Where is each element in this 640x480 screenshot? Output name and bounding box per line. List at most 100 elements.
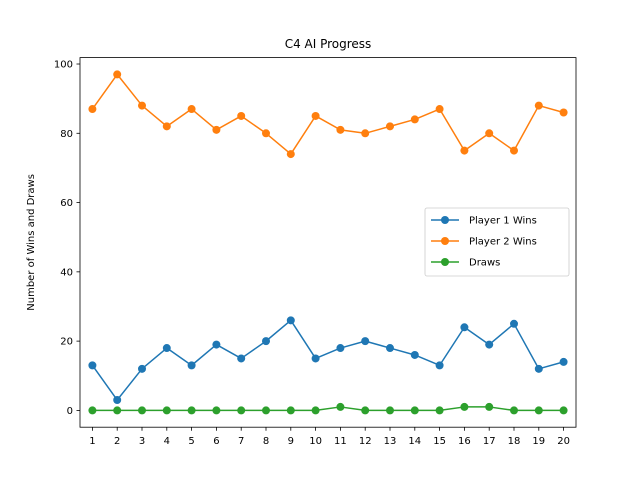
data-point-player-2-wins (410, 115, 419, 124)
data-point-draws (88, 406, 97, 415)
data-point-player-2-wins (510, 146, 518, 155)
data-point-player-2-wins (88, 105, 97, 114)
x-tick-label: 4 (164, 436, 170, 447)
data-point-player-1-wins (113, 396, 122, 405)
data-point-player-1-wins (212, 340, 221, 349)
x-tick-label: 2 (114, 436, 120, 447)
data-point-player-1-wins (237, 354, 246, 363)
data-point-player-1-wins (311, 354, 320, 363)
y-axis-label: Number of Wins and Draws (26, 174, 37, 311)
data-point-player-1-wins (435, 361, 444, 370)
data-point-player-1-wins (361, 337, 370, 346)
data-point-player-1-wins (88, 361, 97, 370)
data-point-player-1-wins (410, 350, 419, 359)
data-point-player-2-wins (212, 125, 221, 134)
y-tick-label: 20 (60, 337, 73, 348)
data-point-draws (286, 406, 295, 415)
axis-ticks: 1 2 3 4 5 6 7 8 9 10 11 12 13 14 15 16 17 18 19 20020406080… (54, 60, 570, 448)
data-point-draws (187, 406, 196, 415)
data-point-draws (386, 406, 394, 415)
x-tick-label: 12 (359, 436, 372, 447)
data-point-draws (262, 406, 270, 415)
data-point-player-2-wins (435, 105, 444, 114)
data-point-draws (559, 406, 568, 415)
data-point-player-2-wins (361, 129, 370, 138)
data-point-draws (138, 406, 146, 415)
x-tick-label: 11 (334, 436, 347, 447)
x-tick-label: 10 (309, 436, 322, 447)
data-point-player-2-wins (138, 101, 146, 110)
data-point-player-1-wins (559, 357, 568, 366)
data-point-player-1-wins (386, 344, 394, 353)
x-tick-label: 15 (433, 436, 446, 447)
x-tick-label: 18 (508, 436, 521, 447)
x-tick-label: 19 (532, 436, 545, 447)
data-point-player-1-wins (510, 319, 518, 328)
data-point-player-2-wins (187, 105, 196, 114)
x-tick-label: 1 (89, 436, 95, 447)
legend-label-player-1-wins: Player 1 Wins (469, 216, 537, 227)
data-point-player-1-wins (187, 361, 196, 370)
data-point-player-1-wins (534, 364, 543, 373)
data-point-draws (410, 406, 419, 415)
y-tick-label: 80 (60, 129, 73, 140)
x-tick-label: 7 (238, 436, 244, 447)
data-point-player-2-wins (485, 129, 494, 138)
data-point-draws (534, 406, 543, 415)
plot-layer (88, 70, 568, 415)
series-line-player-1-wins (91, 319, 564, 401)
data-point-player-2-wins (237, 111, 246, 120)
data-point-player-2-wins (386, 122, 394, 131)
data-point-draws (237, 406, 246, 415)
data-point-draws (336, 402, 345, 411)
x-tick-label: 20 (557, 436, 570, 447)
x-tick-label: 13 (384, 436, 397, 447)
y-tick-label: 40 (60, 267, 73, 278)
x-tick-label: 8 (263, 436, 269, 447)
data-point-player-1-wins (162, 344, 171, 353)
data-point-player-2-wins (162, 122, 171, 131)
legend-marker-draws (441, 258, 449, 266)
x-tick-label: 9 (288, 436, 294, 447)
data-point-player-2-wins (311, 111, 320, 120)
plot-frame (79, 57, 577, 428)
data-point-player-2-wins (113, 70, 122, 79)
data-point-draws (435, 406, 444, 415)
data-point-draws (485, 402, 494, 411)
legend-marker-player-1-wins (441, 216, 449, 224)
y-tick-label: 60 (60, 198, 73, 209)
series-line-draws (92, 406, 564, 412)
data-point-player-1-wins (485, 340, 494, 349)
legend-box (424, 207, 570, 277)
data-point-player-2-wins (262, 129, 270, 138)
data-point-player-2-wins (336, 125, 345, 134)
data-point-player-2-wins (559, 108, 568, 117)
data-point-draws (212, 406, 221, 415)
x-tick-label: 3 (139, 436, 145, 447)
data-point-draws (460, 402, 469, 411)
x-tick-label: 16 (458, 436, 471, 447)
data-point-draws (113, 406, 122, 415)
x-tick-label: 14 (408, 436, 421, 447)
data-point-draws (162, 406, 171, 415)
data-point-player-1-wins (460, 323, 469, 332)
data-point-player-1-wins (262, 337, 270, 346)
data-point-player-2-wins (286, 150, 295, 159)
legend-marker-player-2-wins (441, 237, 449, 245)
legend-label-draws: Draws (469, 258, 500, 269)
data-point-draws (311, 406, 320, 415)
legend-label-player-2-wins: Player 2 Wins (469, 237, 537, 248)
legend: Player 1 Wins Player 2 Wins Draws (424, 207, 570, 277)
data-point-player-2-wins (534, 101, 543, 110)
x-tick-label: 6 (213, 436, 219, 447)
x-tick-label: 5 (188, 436, 194, 447)
y-tick-label: 100 (54, 60, 73, 71)
data-point-player-2-wins (460, 146, 469, 155)
data-point-draws (361, 406, 370, 415)
chart-title: C4 AI Progress (285, 37, 372, 51)
data-point-player-1-wins (336, 344, 345, 353)
data-point-player-1-wins (286, 316, 295, 325)
x-tick-label: 17 (483, 436, 496, 447)
